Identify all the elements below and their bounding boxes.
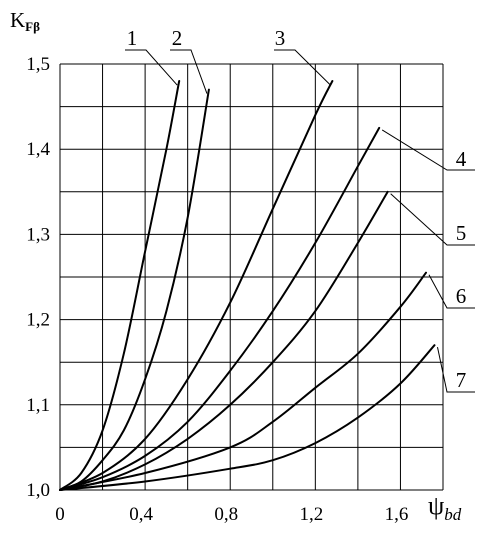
y-tick-label: 1,3 [26,224,50,245]
x-tick-label: 1,2 [299,504,323,525]
series-curves [59,80,436,491]
curve-4 [59,126,381,491]
x-tick-labels: 0 0,4 0,8 1,2 1,6 [55,504,408,525]
series-leaders [125,49,475,393]
leader-5 [390,193,475,246]
leader-2 [170,49,208,94]
series-label-7: 7 [456,368,467,392]
curve-3 [59,80,334,491]
curve-7 [59,344,436,491]
y-axis-title: KFβ [10,8,40,34]
leader-6 [428,274,475,309]
x-tick-label: 0 [55,504,65,525]
y-tick-label: 1,1 [26,395,50,416]
x-tick-label: 1,6 [385,504,409,525]
y-tick-label: 1,2 [26,310,50,331]
x-tick-label: 0,8 [214,504,238,525]
series-labels: 1 2 3 4 5 6 7 [127,26,467,392]
curve-2 [59,88,210,491]
y-axis-symbol: K [10,8,25,32]
x-axis-title: ψbd [428,491,462,524]
leader-4 [381,129,475,171]
series-label-3: 3 [275,26,286,50]
series-label-5: 5 [456,221,467,245]
y-tick-label: 1,5 [26,54,50,75]
series-label-1: 1 [127,26,138,50]
y-tick-labels: 1,0 1,1 1,2 1,3 1,4 1,5 [26,54,50,501]
x-axis-symbol: ψ [428,491,444,520]
curve-5 [59,190,389,491]
series-label-2: 2 [172,26,183,50]
leader-7 [436,347,475,393]
curve-6 [59,271,427,491]
y-tick-label: 1,4 [26,139,50,160]
y-tick-label: 1,0 [26,480,50,501]
leader-1 [125,49,178,86]
leader-3 [274,49,331,86]
series-label-6: 6 [456,284,467,308]
curve-1 [59,80,181,491]
x-axis-subscript: bd [444,505,462,524]
y-axis-subscript: Fβ [25,19,40,34]
x-tick-label: 0,4 [129,504,153,525]
grid [59,63,444,491]
series-label-4: 4 [456,147,467,171]
